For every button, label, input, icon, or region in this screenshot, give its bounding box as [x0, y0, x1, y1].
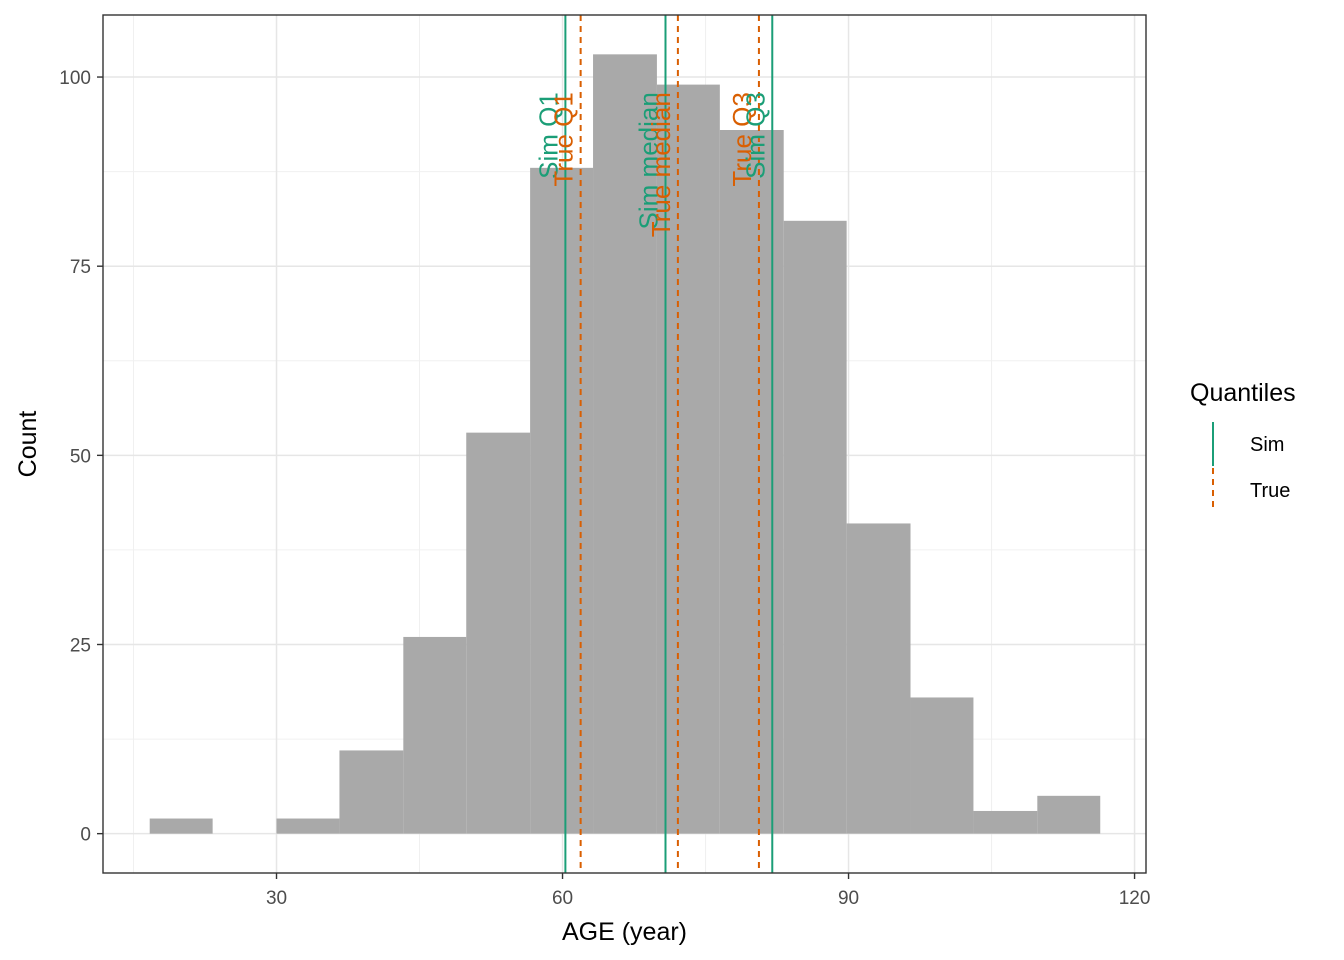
quantile-label-true-q1: True Q1	[549, 92, 579, 186]
histogram-bar	[276, 818, 340, 834]
histogram-bar	[846, 523, 911, 834]
histogram-bar	[530, 167, 594, 834]
histogram-bar	[403, 636, 467, 834]
y-tick-label: 50	[70, 446, 91, 467]
y-tick-label: 0	[80, 825, 91, 846]
x-tick-label: 120	[1119, 888, 1151, 909]
histogram-bar	[656, 84, 720, 834]
histogram-bar	[149, 818, 213, 834]
quantile-label-sim-median: Sim median	[633, 92, 663, 229]
x-axis-title: AGE (year)	[562, 918, 687, 946]
quantile-line-layer	[564, 15, 774, 873]
quantile-label-true-median: True median	[646, 92, 676, 237]
quantile-label-sim-q1: Sim Q1	[533, 92, 563, 179]
histogram-bar	[466, 432, 531, 834]
y-tick-label: 25	[70, 636, 91, 657]
panel-border	[102, 14, 1147, 874]
legend: Quantiles Sim True	[1190, 379, 1296, 512]
histogram-bar	[339, 750, 404, 834]
legend-label-true: True	[1250, 480, 1290, 502]
quantile-label-true-q3: True Q3	[727, 92, 757, 186]
histogram-bar	[783, 220, 847, 834]
histogram-bar	[973, 810, 1038, 834]
x-tick-label: 30	[266, 888, 287, 909]
histogram-bar	[1037, 795, 1101, 834]
y-tick-label: 100	[59, 68, 91, 89]
histogram-bar	[593, 54, 657, 834]
x-tick-label: 90	[838, 888, 859, 909]
y-axis-title: Count	[14, 411, 42, 478]
y-tick-label: 75	[70, 257, 91, 278]
axis-layer: 30 60 90 120 0 25 50 75 100	[59, 68, 1150, 909]
x-tick-label: 60	[552, 888, 573, 909]
histogram-bar	[910, 697, 974, 834]
legend-title: Quantiles	[1190, 379, 1296, 407]
legend-label-sim: Sim	[1250, 434, 1284, 456]
legend-entries: Sim True	[1212, 422, 1290, 512]
quantile-label-sim-q3: Sim Q3	[740, 92, 770, 179]
histogram-bar	[719, 130, 784, 834]
